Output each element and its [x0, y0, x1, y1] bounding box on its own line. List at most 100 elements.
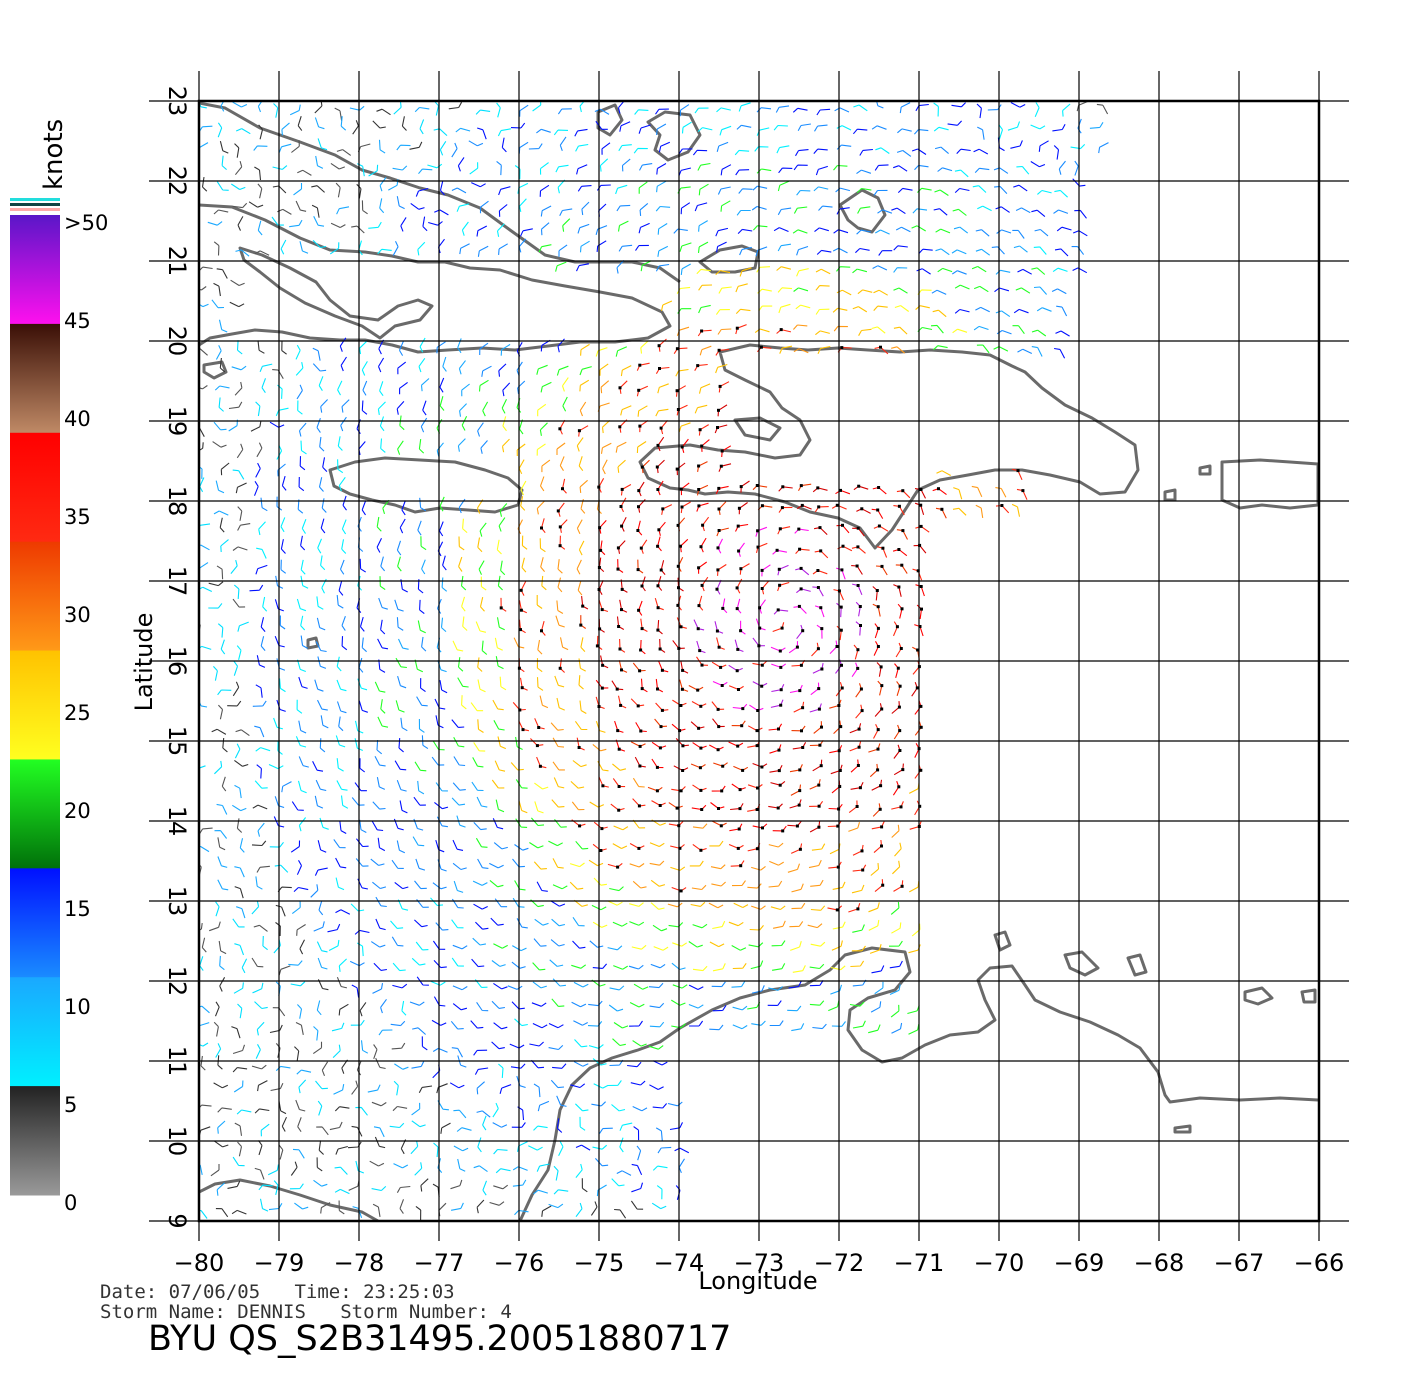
wind-barb	[232, 1067, 248, 1073]
wind-barb	[852, 268, 868, 274]
rain-flag	[741, 707, 745, 711]
wind-barb	[414, 919, 428, 928]
rain-flag	[656, 544, 660, 548]
wind-barb	[657, 223, 668, 235]
wind-barb	[501, 398, 507, 414]
wind-barb	[913, 129, 929, 135]
wind-barb	[797, 123, 811, 132]
wind-barb	[1015, 207, 1031, 214]
wind-barb	[536, 1163, 550, 1172]
gonave-coast	[733, 416, 782, 442]
wind-barb	[852, 1020, 866, 1029]
rain-flag	[699, 848, 703, 852]
rain-flag	[775, 548, 779, 552]
rain-flag	[881, 883, 885, 887]
rain-flag	[816, 647, 820, 651]
wind-barb	[233, 660, 239, 676]
wind-barb	[477, 127, 487, 140]
wind-barb	[291, 140, 300, 153]
wind-barb	[313, 1179, 328, 1187]
wind-barb	[1038, 140, 1049, 152]
wind-barb	[317, 957, 328, 970]
rain-flag	[817, 707, 821, 711]
wind-barb	[398, 638, 409, 650]
rain-flag	[898, 729, 902, 733]
wind-barb	[697, 241, 709, 253]
wind-barb	[876, 101, 884, 109]
rain-flag	[839, 628, 843, 632]
wind-barb	[319, 817, 329, 830]
wind-barb	[629, 863, 645, 868]
rain-flag	[736, 524, 740, 528]
rain-flag	[715, 629, 719, 633]
rain-flag	[618, 425, 622, 429]
wind-barb	[377, 401, 386, 415]
wind-barb	[320, 399, 328, 413]
wind-barb	[579, 1116, 586, 1131]
date-line: Date: 07/06/05 Time: 23:25:03	[100, 1281, 455, 1303]
wind-barb	[311, 204, 320, 218]
rain-flag	[660, 708, 664, 712]
rain-flag	[637, 608, 641, 612]
wind-barb	[316, 1000, 322, 1016]
wind-barb	[391, 1042, 406, 1050]
rain-flag	[835, 908, 839, 912]
wind-barb	[477, 1137, 482, 1153]
rain-flag	[735, 607, 739, 611]
wind-barb	[954, 284, 970, 290]
wind-barb	[401, 500, 406, 516]
wind-barb	[870, 1001, 882, 1013]
wind-barb	[335, 877, 345, 891]
wind-barb	[236, 1109, 252, 1115]
wind-barb	[215, 345, 222, 360]
rain-flag	[857, 727, 861, 731]
wind-barb	[453, 1109, 467, 1119]
wind-barb	[548, 1045, 564, 1051]
wind-barb	[297, 116, 303, 131]
rain-flag	[860, 849, 864, 853]
wind-barb	[951, 102, 966, 108]
wind-barb	[371, 820, 384, 832]
wind-barb	[232, 804, 247, 812]
rain-flag	[675, 389, 679, 393]
wind-barb	[262, 935, 268, 951]
wind-barb	[651, 1202, 667, 1210]
lat-tick-label: 11	[163, 1046, 191, 1077]
wind-barb	[234, 943, 245, 956]
wind-barb	[974, 167, 990, 173]
wind-barb	[395, 700, 405, 713]
wind-barb	[461, 695, 467, 710]
wind-barb	[217, 689, 232, 696]
rain-flag	[799, 566, 803, 570]
wind-barb	[792, 107, 808, 113]
wind-barb	[397, 440, 404, 455]
wind-barb	[600, 380, 610, 394]
rain-flag	[877, 486, 881, 489]
wind-barb	[358, 700, 368, 713]
wind-barb	[278, 1144, 284, 1160]
rain-flag	[840, 686, 844, 690]
rain-flag	[798, 768, 802, 772]
rain-flag	[818, 743, 822, 747]
wind-barb	[638, 181, 648, 194]
rain-flag	[819, 764, 823, 768]
coastline	[199, 101, 1319, 1221]
wind-barb	[279, 678, 286, 693]
wind-barb	[477, 679, 486, 693]
rain-flag	[817, 783, 821, 787]
wind-barb	[856, 187, 872, 194]
wind-barb	[415, 858, 426, 871]
wind-barb	[371, 1101, 387, 1107]
wind-barb	[478, 560, 485, 575]
wind-barb	[937, 267, 953, 273]
wind-barb	[477, 245, 489, 257]
wind-barb	[1010, 102, 1026, 108]
wind-barb	[394, 881, 409, 890]
wind-barb	[653, 946, 669, 951]
wind-barb	[492, 699, 504, 711]
wind-barb	[251, 900, 260, 915]
colorbar-band	[10, 1086, 60, 1196]
wind-barb	[259, 363, 273, 373]
colorbar-band	[10, 977, 60, 1087]
rain-flag	[697, 504, 701, 508]
